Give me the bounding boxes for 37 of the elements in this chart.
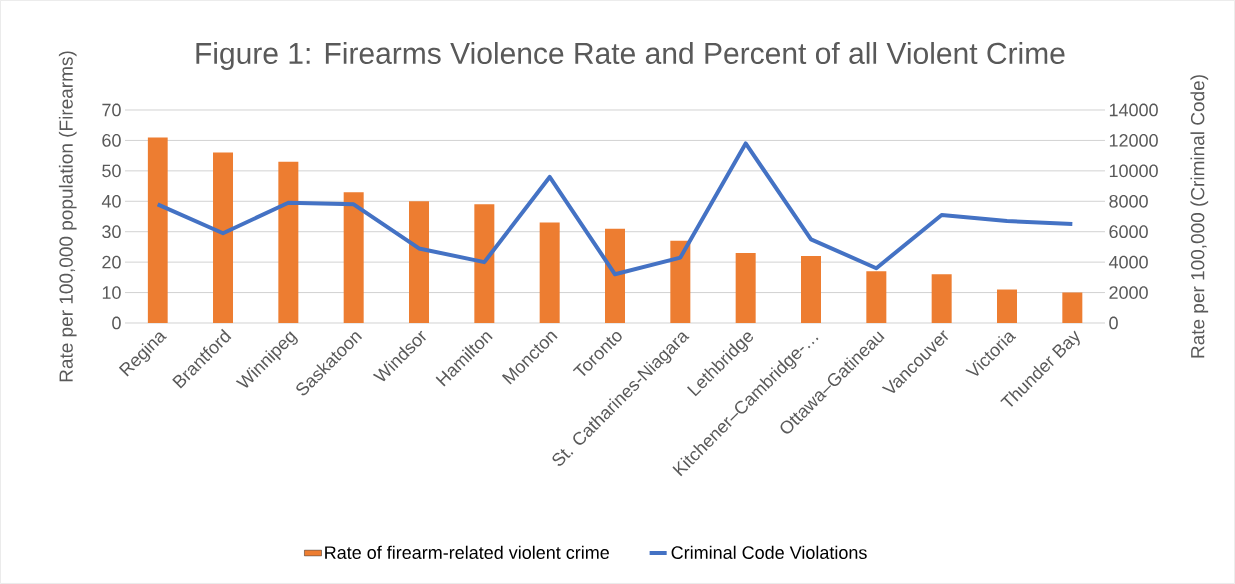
y2-tick-label: 0 (1109, 316, 1118, 330)
y2-axis-title: Rate per 100,000 (Criminal Code) (1190, 75, 1209, 358)
y2-tick-label: 14000 (1109, 103, 1158, 117)
bar (539, 222, 560, 323)
bar (801, 256, 821, 323)
chart-title: Figure 1: Firearms Violence Rate and Percent of all Violent Crime (196, 42, 1065, 70)
line-series (155, 141, 1075, 277)
y-axis-title: Rate per 100,000 population (Firearms) (58, 51, 77, 382)
y2-tick-label: 10000 (1109, 164, 1158, 178)
bar (343, 192, 364, 323)
legend-label: Criminal Code Violations (671, 545, 867, 559)
y2-tick-label: 12000 (1109, 134, 1158, 147)
bar (735, 253, 756, 323)
bar (866, 271, 887, 323)
y2-tick-label: 2000 (1109, 286, 1148, 299)
y2-tick-label: 6000 (1109, 225, 1148, 239)
y-tick-label: 30 (102, 225, 121, 239)
y-tick-label: 70 (102, 103, 121, 117)
y-tick-label: 50 (102, 164, 121, 178)
y-tick-label: 60 (102, 134, 121, 147)
y-tick-label: 20 (102, 255, 121, 269)
bar (147, 137, 168, 323)
bar (409, 201, 430, 323)
bar (605, 228, 625, 323)
bar (474, 204, 495, 323)
y-tick-label: 0 (112, 316, 121, 330)
y2-tick-label: 8000 (1109, 194, 1148, 208)
bar (670, 240, 691, 323)
bar (213, 152, 234, 323)
bar (1062, 292, 1083, 323)
bar (278, 161, 299, 323)
bar (997, 289, 1017, 323)
y-tick-label: 10 (102, 286, 121, 299)
legend-label: Rate of firearm-related violent crime (325, 545, 609, 559)
y2-tick-label: 4000 (1108, 255, 1148, 269)
y-tick-label: 40 (101, 194, 121, 208)
bar (931, 274, 952, 323)
